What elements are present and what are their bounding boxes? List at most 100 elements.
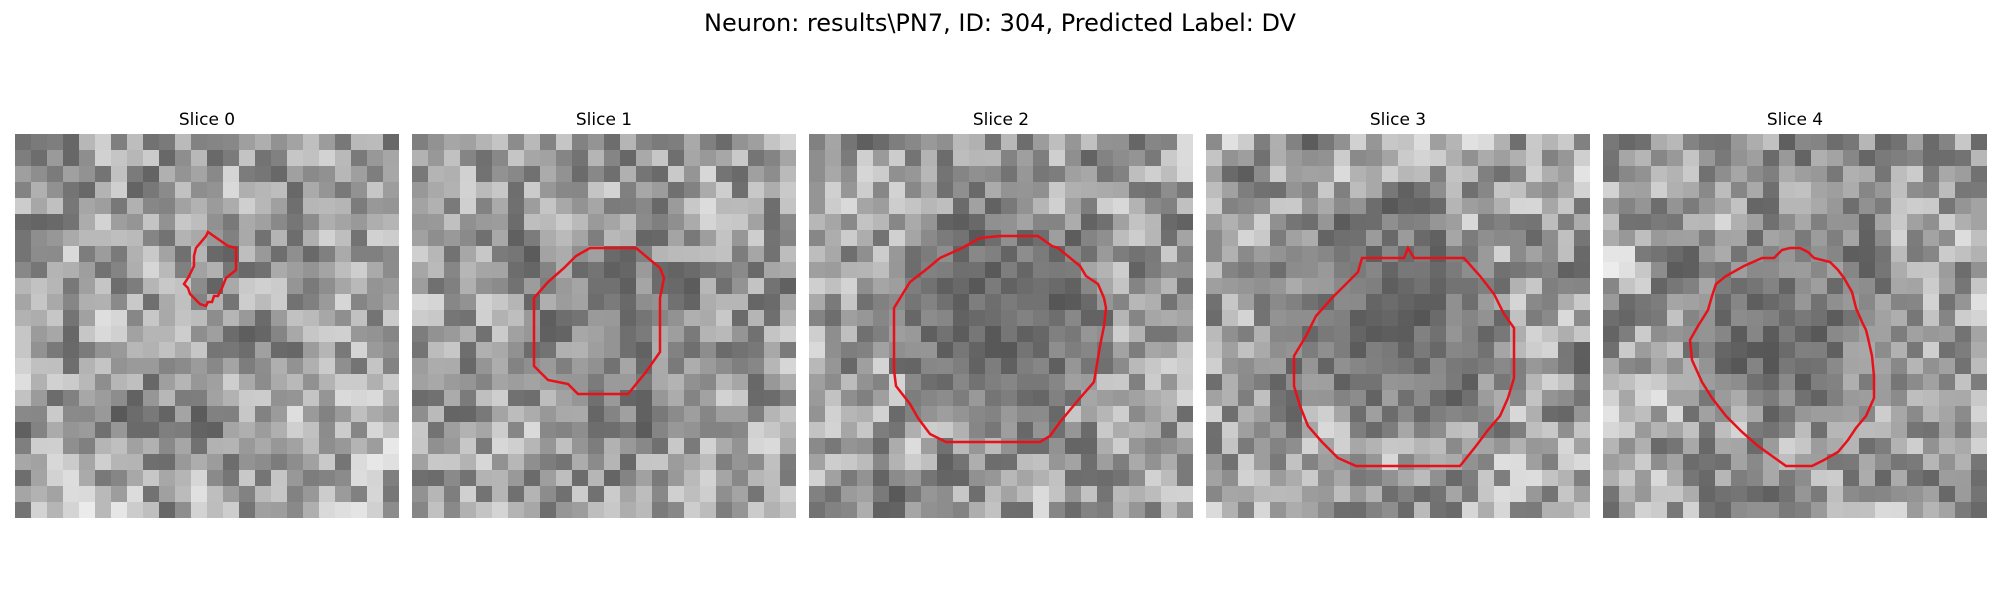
image-pixel [1494, 246, 1511, 263]
image-pixel [556, 214, 573, 231]
image-pixel [271, 470, 288, 487]
image-pixel [1603, 294, 1620, 311]
image-pixel [143, 182, 160, 199]
image-pixel [15, 358, 32, 375]
image-pixel [383, 438, 399, 455]
image-pixel [303, 214, 320, 231]
image-pixel [1129, 198, 1146, 215]
image-pixel [31, 198, 48, 215]
image-pixel [428, 182, 445, 199]
image-pixel [223, 422, 240, 439]
image-pixel [1779, 326, 1796, 343]
image-pixel [1763, 438, 1780, 455]
image-pixel [732, 342, 749, 359]
image-pixel [1603, 214, 1620, 231]
image-pixel [1414, 422, 1431, 439]
image-pixel [271, 422, 288, 439]
image-pixel [1779, 406, 1796, 423]
image-pixel [1097, 150, 1114, 167]
image-pixel [63, 454, 80, 471]
image-pixel [953, 182, 970, 199]
image-pixel [969, 454, 986, 471]
image-pixel [47, 486, 64, 503]
image-pixel [1875, 214, 1892, 231]
image-pixel [1542, 246, 1559, 263]
image-pixel [1779, 502, 1796, 518]
image-pixel [1398, 422, 1415, 439]
image-pixel [780, 358, 796, 375]
image-pixel [239, 198, 256, 215]
image-pixel [1699, 326, 1716, 343]
image-pixel [31, 310, 48, 327]
image-pixel [335, 198, 352, 215]
image-pixel [1222, 358, 1239, 375]
image-pixel [684, 326, 701, 343]
image-pixel [1238, 150, 1255, 167]
image-pixel [1462, 390, 1479, 407]
image-pixel [1222, 390, 1239, 407]
image-pixel [748, 310, 765, 327]
image-pixel [1334, 374, 1351, 391]
image-pixel [223, 182, 240, 199]
image-pixel [1446, 310, 1463, 327]
image-pixel [620, 326, 637, 343]
image-pixel [1907, 422, 1924, 439]
image-pixel [1731, 438, 1748, 455]
image-pixel [1334, 182, 1351, 199]
image-pixel [841, 454, 858, 471]
image-pixel [1891, 198, 1908, 215]
image-pixel [604, 134, 621, 151]
image-pixel [572, 230, 589, 247]
image-pixel [1414, 326, 1431, 343]
image-pixel [1145, 326, 1162, 343]
image-pixel [556, 422, 573, 439]
image-pixel [1446, 278, 1463, 295]
image-pixel [1033, 422, 1050, 439]
image-pixel [1478, 326, 1495, 343]
image-pixel [556, 486, 573, 503]
image-pixel [95, 246, 112, 263]
image-pixel [1811, 262, 1828, 279]
image-pixel [1923, 294, 1940, 311]
image-pixel [1779, 486, 1796, 503]
image-pixel [1206, 358, 1223, 375]
image-pixel [1971, 246, 1987, 263]
image-pixel [572, 342, 589, 359]
image-pixel [1129, 454, 1146, 471]
image-pixel [1574, 182, 1590, 199]
image-pixel [15, 454, 32, 471]
image-pixel [1017, 198, 1034, 215]
image-pixel [31, 422, 48, 439]
image-pixel [716, 150, 733, 167]
image-pixel [1081, 358, 1098, 375]
image-pixel [572, 502, 589, 518]
image-pixel [383, 470, 399, 487]
image-pixel [1574, 422, 1590, 439]
image-pixel [985, 502, 1002, 518]
image-pixel [63, 406, 80, 423]
image-pixel [1526, 422, 1543, 439]
image-pixel [825, 406, 842, 423]
image-pixel [1177, 310, 1193, 327]
image-pixel [1683, 310, 1700, 327]
image-pixel [207, 454, 224, 471]
image-pixel [921, 342, 938, 359]
image-pixel [953, 342, 970, 359]
image-pixel [271, 502, 288, 518]
image-pixel [1747, 150, 1764, 167]
image-pixel [953, 486, 970, 503]
image-pixel [1574, 134, 1590, 151]
image-pixel [572, 326, 589, 343]
image-pixel [604, 422, 621, 439]
image-pixel [1398, 150, 1415, 167]
image-pixel [223, 134, 240, 151]
image-pixel [79, 294, 96, 311]
image-pixel [841, 438, 858, 455]
image-pixel [287, 150, 304, 167]
image-pixel [668, 182, 685, 199]
image-pixel [857, 262, 874, 279]
image-pixel [985, 486, 1002, 503]
image-pixel [175, 246, 192, 263]
image-pixel [367, 214, 384, 231]
image-pixel [31, 470, 48, 487]
